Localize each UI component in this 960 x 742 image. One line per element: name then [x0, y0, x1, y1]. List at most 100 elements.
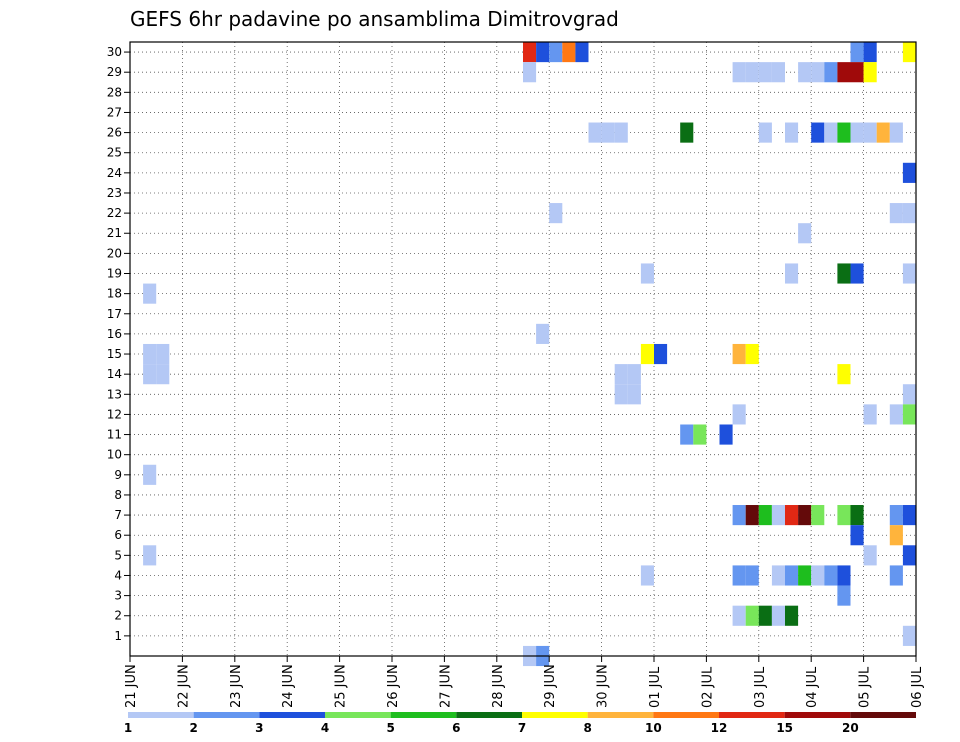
legend-swatch — [653, 712, 719, 718]
legend-label: 5 — [386, 721, 394, 735]
y-tick-label: 18 — [107, 287, 122, 301]
precip-cell — [745, 565, 759, 586]
precip-cell — [143, 545, 157, 566]
y-tick-label: 20 — [107, 246, 122, 260]
precip-cell — [798, 223, 812, 244]
x-tick-label: 21 JUN — [124, 664, 139, 708]
x-tick-label: 05 JUL — [858, 666, 873, 708]
precip-cell — [143, 364, 157, 385]
plot-frame — [129, 41, 917, 657]
y-tick-label: 28 — [107, 85, 122, 99]
precip-cell — [902, 545, 916, 566]
precip-cell — [824, 122, 838, 143]
precip-cell — [876, 122, 890, 143]
legend-label: 15 — [776, 721, 793, 735]
precip-cell — [143, 343, 157, 365]
precip-cell — [850, 62, 864, 83]
precip-cell — [824, 565, 838, 586]
precip-cell — [902, 625, 916, 646]
precip-cell — [588, 122, 602, 143]
y-tick-label: 17 — [107, 307, 122, 321]
precip-cell — [824, 62, 838, 83]
precip-cell — [549, 42, 563, 63]
precip-cell — [785, 263, 799, 284]
y-tick-label: 26 — [107, 126, 122, 140]
precip-cell — [889, 203, 903, 224]
precip-cell — [732, 343, 746, 365]
precip-cell — [850, 505, 864, 526]
y-tick-label: 25 — [107, 146, 122, 160]
y-tick-label: 12 — [107, 407, 122, 421]
x-tick-label: 24 JUN — [281, 664, 296, 708]
precip-cell — [745, 505, 759, 526]
precip-cell — [902, 384, 916, 405]
precip-cell — [837, 62, 851, 83]
legend-label: 6 — [452, 721, 460, 735]
precip-cell — [536, 42, 550, 63]
precip-cell — [837, 565, 851, 586]
y-tick-label: 15 — [107, 347, 122, 361]
precip-cell — [902, 42, 916, 63]
y-tick-label: 23 — [107, 186, 122, 200]
x-tick-label: 26 JUN — [386, 664, 401, 708]
precip-cell — [902, 505, 916, 526]
precip-cell — [785, 122, 799, 143]
x-tick-label: 28 JUN — [491, 664, 506, 708]
y-axis: 1234567891011121314151617181920212223242… — [107, 45, 130, 643]
precip-cell — [549, 203, 563, 224]
precip-cell — [758, 62, 772, 83]
precip-cell — [640, 263, 654, 284]
precip-cell — [536, 323, 550, 344]
precip-cell — [837, 122, 851, 143]
precip-cell — [562, 42, 576, 63]
legend-label: 8 — [583, 721, 591, 735]
precip-cell — [523, 62, 537, 83]
precip-cell — [798, 62, 812, 83]
x-tick-label: 29 JUN — [543, 664, 558, 708]
legend-label: 10 — [645, 721, 662, 735]
y-tick-label: 16 — [107, 327, 122, 341]
precip-cell — [837, 263, 851, 284]
precip-cell — [614, 122, 628, 143]
legend-label: 12 — [711, 721, 728, 735]
cells-layer — [143, 42, 916, 667]
y-tick-label: 21 — [107, 226, 122, 240]
precip-cell — [758, 122, 772, 143]
precip-cell — [719, 424, 733, 445]
legend-label: 20 — [842, 721, 859, 735]
precip-cell — [863, 62, 877, 83]
chart-title: GEFS 6hr padavine po ansamblima Dimitrov… — [130, 7, 619, 31]
y-tick-label: 10 — [107, 448, 122, 462]
x-tick-label: 03 JUL — [753, 666, 768, 708]
precip-cell — [732, 404, 746, 425]
precip-cell — [811, 565, 825, 586]
legend-label: 1 — [124, 721, 132, 735]
x-tick-label: 01 JUL — [648, 666, 663, 708]
y-tick-label: 13 — [107, 387, 122, 401]
precip-cell — [654, 343, 668, 365]
precip-cell — [811, 122, 825, 143]
precip-cell — [627, 384, 641, 405]
precip-cell — [614, 384, 628, 405]
precip-cell — [640, 565, 654, 586]
y-tick-label: 5 — [114, 548, 122, 562]
precip-cell — [785, 505, 799, 526]
precip-cell — [745, 62, 759, 83]
precip-cell — [758, 605, 772, 626]
y-tick-label: 2 — [114, 609, 122, 623]
y-tick-label: 24 — [107, 166, 122, 180]
precip-cell — [850, 525, 864, 546]
precip-cell — [811, 62, 825, 83]
legend: 1 2 3 4 5 6 7 8 10 12 15 20 — [124, 712, 916, 735]
precip-cell — [850, 42, 864, 63]
precip-cell — [785, 605, 799, 626]
precip-cell — [627, 364, 641, 385]
y-tick-label: 8 — [114, 488, 122, 502]
precip-cell — [758, 505, 772, 526]
precip-cell — [850, 263, 864, 284]
precip-cell — [143, 464, 157, 485]
precip-cell — [837, 505, 851, 526]
precip-cell — [863, 404, 877, 425]
legend-label: 4 — [321, 721, 329, 735]
